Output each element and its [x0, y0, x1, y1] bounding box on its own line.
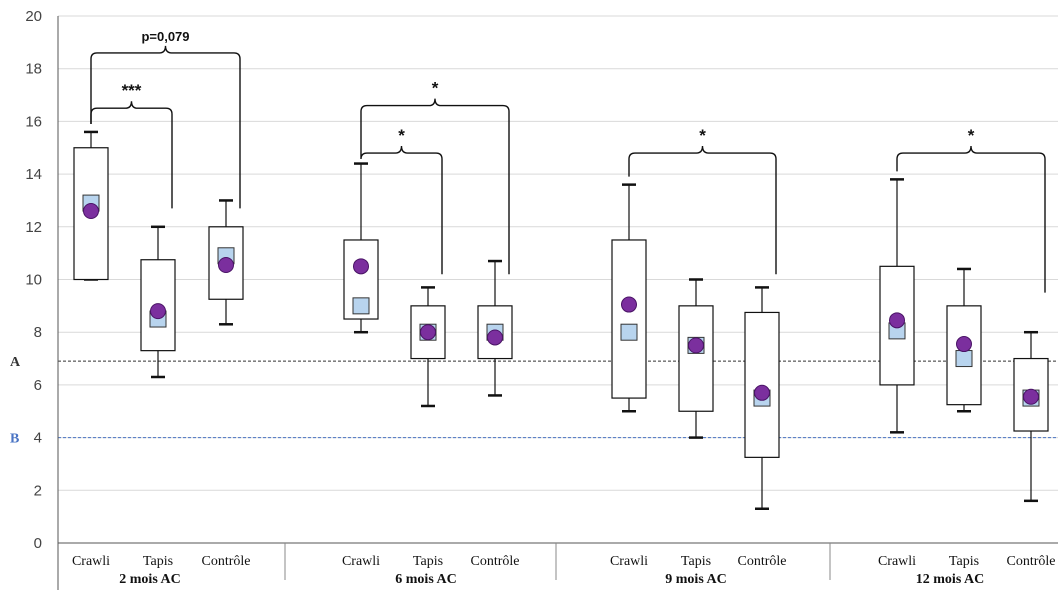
significance-label: *: [398, 126, 405, 145]
y-tick-label: 14: [25, 166, 42, 183]
significance-bracket: [90, 45, 241, 209]
y-tick-label: 20: [25, 8, 42, 25]
mean-circle-marker: [420, 324, 436, 341]
category-label: Crawli: [878, 554, 916, 569]
mean-circle-marker: [688, 337, 704, 354]
y-tick-label: 16: [25, 113, 42, 130]
category-label: Tapis: [949, 554, 979, 569]
median-square-marker: [955, 350, 973, 368]
box-iqr: [678, 305, 714, 412]
category-label: Crawli: [72, 554, 110, 569]
box-iqr: [1013, 357, 1049, 432]
significance-label: *: [699, 126, 706, 145]
box-iqr: [946, 305, 982, 406]
mean-circle-marker: [83, 202, 99, 219]
significance-bracket: [896, 145, 1046, 293]
axis-labels: 0 2 4 6 8 10 12 14 16 18 20 A B Crawli Tapis Contrôle 2 …: [10, 8, 1056, 587]
y-tick-label: 4: [34, 430, 42, 447]
mean-circle-marker: [1023, 388, 1039, 405]
mean-circle-marker: [150, 303, 166, 320]
significance-label: *: [968, 126, 975, 145]
group-label: 12 mois AC: [916, 572, 984, 587]
category-label: Tapis: [143, 554, 173, 569]
grid-lines: [58, 15, 1058, 491]
category-label: Tapis: [681, 554, 711, 569]
y-tick-label: 6: [34, 377, 42, 394]
mean-circle-marker: [621, 296, 637, 313]
y-tick-label: 10: [25, 272, 42, 289]
median-square-marker: [620, 323, 638, 341]
significance-label: p=0,079: [141, 29, 189, 44]
mean-circle-marker: [956, 336, 972, 353]
significance-label: *: [432, 79, 439, 98]
reference-label-b: B: [10, 432, 19, 447]
category-label: Contrôle: [471, 554, 520, 569]
category-label: Crawli: [610, 554, 648, 569]
mean-circle-marker: [754, 384, 770, 401]
y-tick-label: 0: [34, 535, 42, 552]
group-label: 2 mois AC: [119, 572, 180, 587]
axes: [57, 16, 1058, 590]
category-label: Contrôle: [202, 554, 251, 569]
y-tick-label: 18: [25, 61, 42, 78]
y-tick-label: 2: [34, 482, 42, 499]
mean-circle-marker: [889, 312, 905, 329]
category-label: Tapis: [413, 554, 443, 569]
group-label: 6 mois AC: [395, 572, 456, 587]
boxes: [73, 130, 1049, 510]
significance-label: ***: [122, 81, 142, 100]
mean-circle-marker: [487, 329, 503, 346]
category-label: Contrôle: [1007, 554, 1056, 569]
y-tick-label: 12: [25, 219, 42, 236]
significance-bracket: [360, 98, 510, 275]
median-square-marker: [352, 297, 370, 315]
mean-circle-marker: [218, 257, 234, 274]
significance-bracket: [628, 145, 777, 275]
significance-bracket: [90, 101, 173, 209]
category-label: Contrôle: [738, 554, 787, 569]
significance-bracket: [360, 145, 443, 275]
reference-label-a: A: [10, 355, 21, 370]
significance-brackets: ***p=0,079*** *: [90, 29, 1046, 293]
reference-lines: [58, 360, 1058, 439]
mean-circle-marker: [353, 258, 369, 275]
group-label: 9 mois AC: [665, 572, 726, 587]
box-iqr: [611, 239, 647, 399]
y-tick-label: 8: [34, 324, 42, 341]
category-label: Crawli: [342, 554, 380, 569]
